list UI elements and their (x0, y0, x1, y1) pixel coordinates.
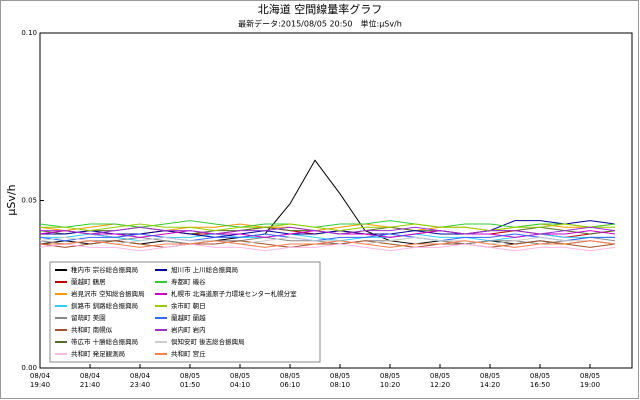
legend-label: 寿都町 磯谷 (171, 277, 206, 286)
legend-label: 岩見沢市 空知総合振興局 (71, 289, 145, 298)
legend-label: 蘭越町 鶴居 (71, 277, 106, 286)
x-tick-label: 08/05 01:50 (179, 372, 201, 389)
x-tick-label: 08/05 06:10 (279, 372, 301, 389)
legend-label: 蘭越町 蘭越 (171, 313, 206, 322)
legend-label: 留萌町 美園 (71, 313, 106, 322)
legend-label: 倶知安町 後志総合振興局 (171, 337, 245, 346)
legend-label: 旭川市 上川総合振興局 (171, 265, 238, 274)
legend-label: 帯広市 十勝総合振興局 (71, 337, 138, 346)
x-tick-label: 08/04 21:40 (79, 372, 101, 389)
series-line (39, 233, 615, 242)
legend-label: 稚内市 宗谷総合振興局 (71, 265, 138, 274)
legend-label: 釧路市 釧路総合振興局 (71, 301, 138, 310)
chart-subtitle: 最新データ:2015/08/05 20:50 単位:μSv/h (238, 19, 402, 29)
y-tick-label: 0.05 (21, 197, 37, 205)
x-tick-label: 08/04 23:40 (129, 372, 151, 389)
legend-label: 余市町 朝日 (171, 301, 206, 310)
series-line (40, 223, 615, 232)
x-tick-label: 08/05 14:20 (479, 372, 501, 389)
series-line (40, 240, 616, 248)
x-tick-label: 08/05 16:50 (529, 372, 551, 389)
legend-label: 岩内町 岩内 (171, 325, 206, 334)
series-line (39, 220, 616, 228)
legend-box (49, 261, 321, 363)
legend-label: 共和町 発足観測局 (71, 349, 125, 358)
series-line (39, 243, 616, 252)
x-tick-label: 08/05 10:20 (379, 372, 401, 389)
chart-title: 北海道 空間線量率グラフ (258, 2, 383, 16)
y-tick-label: 0.10 (21, 29, 37, 37)
legend-label: 札幌市 北海道原子力環境センター札幌分室 (171, 289, 297, 298)
x-tick-label: 08/04 19:40 (29, 372, 51, 389)
x-tick-label: 08/05 12:20 (429, 372, 451, 389)
y-tick-label: 0.00 (21, 364, 37, 372)
series-line (39, 240, 616, 248)
legend-label: 共和町 宮丘 (171, 349, 206, 358)
x-tick-label: 08/05 19:00 (579, 372, 601, 389)
x-tick-label: 08/05 04:10 (229, 372, 251, 389)
series-line (40, 226, 616, 235)
y-axis-label: μSv/h (5, 184, 18, 215)
legend-label: 共和町 南幌似 (71, 325, 113, 334)
series-line (39, 236, 616, 245)
x-tick-label: 08/05 08:10 (329, 372, 351, 389)
